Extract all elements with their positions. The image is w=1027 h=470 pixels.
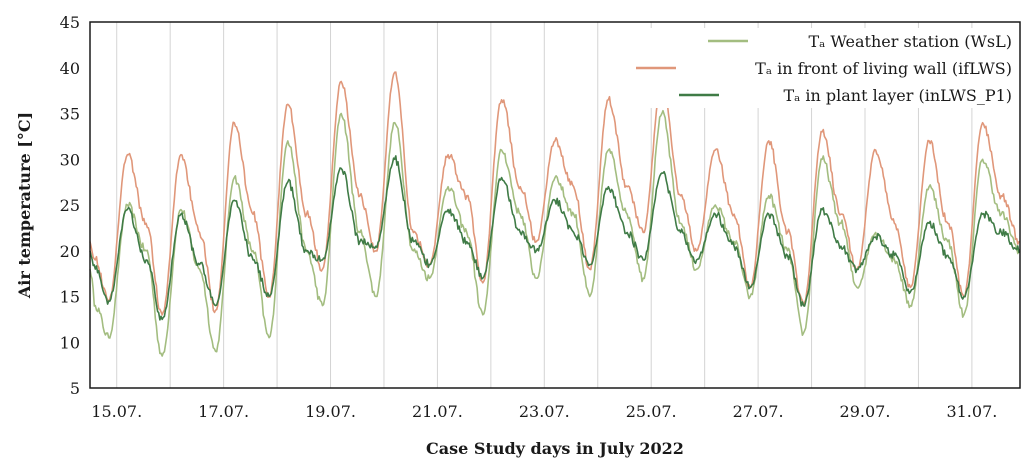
legend-entry: Tₐ Weather station (WsL)	[808, 32, 1012, 51]
y-tick-label: 30	[60, 150, 80, 169]
x-tick-label: 15.07.	[91, 402, 142, 421]
y-tick-label: 20	[60, 242, 80, 261]
series-line	[89, 71, 1021, 316]
y-tick-label: 40	[60, 59, 80, 78]
y-tick-label: 10	[60, 333, 80, 352]
x-tick-label: 25.07.	[626, 402, 677, 421]
y-axis-title: Air temperature [°C]	[15, 112, 34, 299]
x-tick-label: 19.07.	[305, 402, 356, 421]
series-line	[89, 155, 1021, 321]
x-tick-label: 31.07.	[946, 402, 997, 421]
x-tick-label: 23.07.	[519, 402, 570, 421]
y-axis-ticks: 5 10 15 20 25 30 35 40 45	[60, 13, 80, 398]
series-line	[89, 109, 1021, 357]
x-axis-ticks: 15.07. 17.07. 19.07. 21.07. 23.07. 25.07. 27.0…	[91, 402, 997, 421]
x-tick-label: 29.07.	[840, 402, 891, 421]
y-tick-label: 35	[60, 105, 80, 124]
x-tick-label: 17.07.	[198, 402, 249, 421]
y-tick-label: 45	[60, 13, 80, 32]
series-lines	[89, 71, 1021, 357]
x-tick-label: 27.07.	[733, 402, 784, 421]
x-axis-title: Case Study days in July 2022	[426, 439, 684, 458]
y-tick-label: 25	[60, 196, 80, 215]
x-tick-label: 21.07.	[412, 402, 463, 421]
legend: Tₐ Weather station (WsL) Tₐ in front of l…	[634, 28, 1018, 108]
legend-entry: Tₐ in plant layer (inLWS_P1)	[783, 86, 1012, 105]
plot-frame	[89, 21, 1021, 389]
y-tick-label: 5	[70, 379, 80, 398]
y-tick-label: 15	[60, 288, 80, 307]
legend-entry: Tₐ in front of living wall (ifLWS)	[755, 59, 1012, 78]
